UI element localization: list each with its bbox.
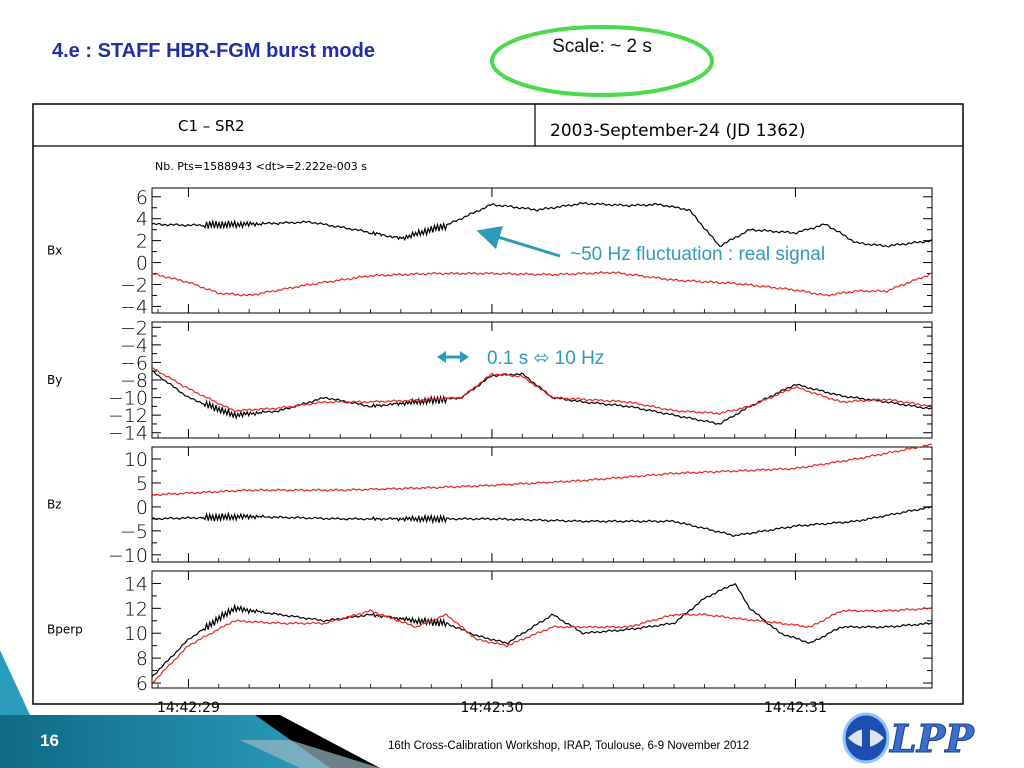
ytick-label: 10 bbox=[124, 449, 148, 471]
ytick-label: −10 bbox=[108, 545, 148, 567]
panel-bz bbox=[151, 446, 933, 563]
slide-number: 16 bbox=[40, 731, 59, 750]
ytick-label: 5 bbox=[136, 473, 148, 495]
ytick-label: −5 bbox=[120, 521, 148, 543]
ytick-label: 14 bbox=[124, 573, 148, 595]
ytick-label: 0 bbox=[136, 497, 148, 519]
xtick-label: 14:42:29 bbox=[157, 700, 220, 716]
ytick-label: 6 bbox=[136, 187, 148, 209]
ytick-label: −12 bbox=[108, 405, 148, 427]
series-red-bz bbox=[151, 443, 933, 497]
ytick-label: 0 bbox=[136, 253, 148, 275]
panel-bperp bbox=[151, 570, 933, 689]
series-red-bx bbox=[151, 271, 933, 297]
ytick-label: −2 bbox=[120, 317, 148, 339]
logo-text: LPP bbox=[889, 716, 975, 761]
x-axis: 14:42:29 14:42:30 14:42:31 bbox=[157, 700, 827, 716]
slide-title: 4.e : STAFF HBR-FGM burst mode bbox=[52, 40, 375, 62]
ytick-label: −2 bbox=[120, 274, 148, 296]
ytick-label: −10 bbox=[108, 388, 148, 410]
lpp-logo: LPP bbox=[842, 712, 976, 764]
series-red-bperp bbox=[151, 606, 933, 683]
panel-label: Bx bbox=[47, 244, 62, 258]
scale-callout-text: Scale: ~ 2 s bbox=[552, 36, 652, 57]
ytick-label: 8 bbox=[136, 648, 148, 670]
series-black-bperp bbox=[151, 583, 933, 678]
footer-text: 16th Cross-Calibration Workshop, IRAP, T… bbox=[388, 740, 750, 752]
ytick-label: 2 bbox=[136, 231, 148, 253]
header-date-label: 2003-September-24 (JD 1362) bbox=[550, 121, 805, 141]
header-spacecraft-label: C1 – SR2 bbox=[178, 117, 245, 135]
panel-bx bbox=[151, 187, 933, 314]
ytick-label: 6 bbox=[136, 673, 148, 695]
series-black-bx bbox=[151, 201, 933, 248]
xtick-label: 14:42:31 bbox=[764, 700, 827, 716]
ytick-label: −8 bbox=[120, 370, 148, 392]
ytick-label: 12 bbox=[124, 598, 148, 620]
series-black-bz bbox=[151, 505, 933, 537]
ytick-label: 10 bbox=[124, 623, 148, 645]
ytick-label: −6 bbox=[120, 352, 148, 374]
ytick-label: 4 bbox=[136, 209, 148, 231]
xtick-label: 14:42:30 bbox=[460, 700, 523, 716]
panel-label: By bbox=[47, 373, 62, 387]
ytick-label: −4 bbox=[120, 335, 148, 357]
panel-by bbox=[151, 321, 933, 439]
points-info: Nb. Pts=1588943 <dt>=2.222e-003 s bbox=[155, 160, 367, 173]
series-red-by bbox=[151, 366, 933, 415]
ytick-label: −4 bbox=[120, 296, 148, 318]
panel-label: Bperp bbox=[47, 623, 83, 637]
ytick-label: −14 bbox=[108, 423, 148, 445]
scale-callout-ellipse bbox=[490, 25, 714, 97]
panel-label: Bz bbox=[47, 498, 62, 512]
